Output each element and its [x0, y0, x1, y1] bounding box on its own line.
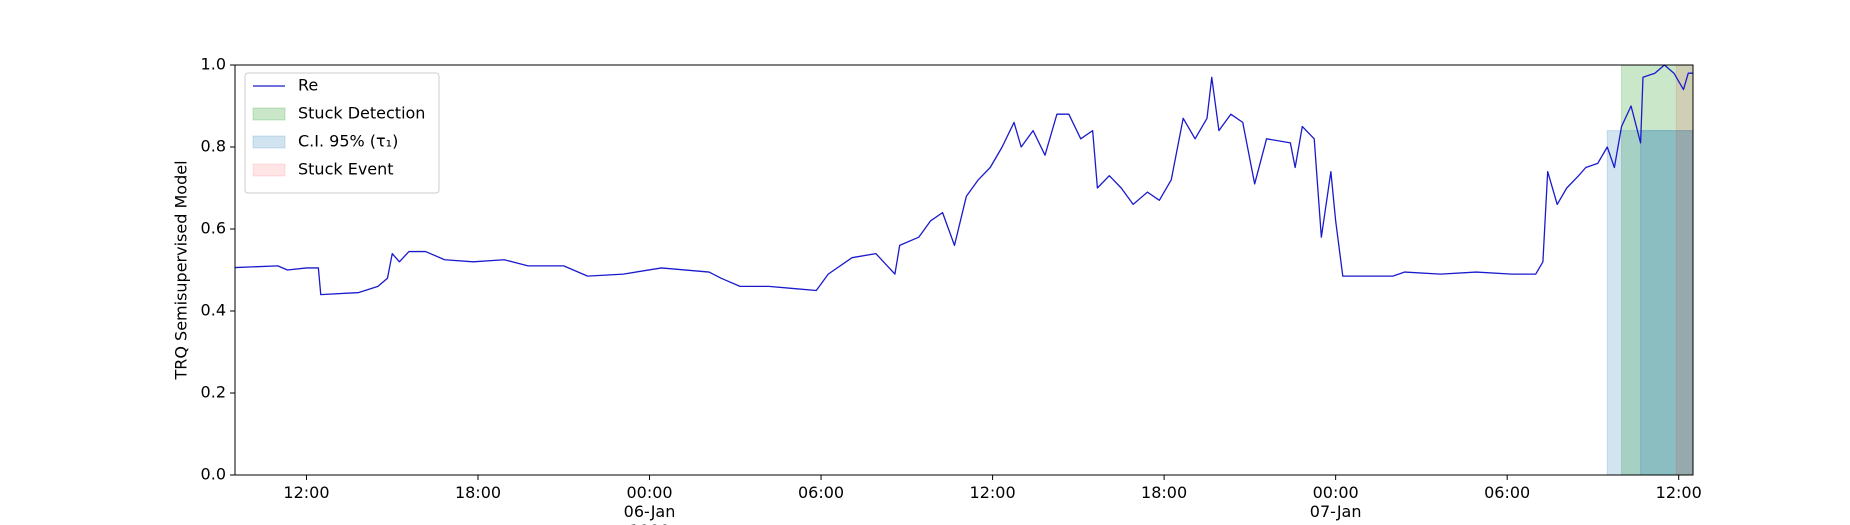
legend-frame: [244, 72, 440, 194]
y-tick-label: 0.4: [201, 301, 226, 320]
y-tick-label: 0.6: [201, 219, 226, 238]
y-axis-label: TRQ Semisupervised Model: [172, 160, 191, 380]
span-region: [1640, 130, 1694, 476]
y-tick-label: 0.2: [201, 383, 226, 402]
x-tick-label: 00:00 06-Jan 1900: [623, 483, 676, 525]
x-tick-label: 12:00: [283, 483, 330, 502]
x-tick-label: 06:00: [797, 483, 845, 502]
legend: Re Stuck Detection C.I. 95% (τ₁) Stuck Even…: [244, 72, 440, 194]
legend-label: Re: [298, 76, 318, 95]
y-tick-label: 1.0: [201, 55, 226, 74]
x-tick-label: 00:00 07-Jan: [1309, 483, 1362, 521]
x-tick-label: 12:00: [969, 483, 1016, 502]
y-tick-label: 0.0: [201, 465, 226, 484]
legend-label: Stuck Detection: [298, 104, 425, 123]
legend-patch: [252, 163, 286, 177]
legend-patch: [252, 135, 286, 149]
x-tick-label: 18:00: [454, 483, 502, 502]
legend-patch: [252, 107, 286, 121]
y-tick-label: 0.8: [201, 137, 226, 156]
axes-frame: [234, 64, 1694, 476]
data-line: [234, 64, 1693, 296]
span-region: [1621, 64, 1694, 476]
x-tick-label: 18:00: [1141, 483, 1188, 502]
legend-label: Stuck Event: [298, 160, 394, 179]
span-region: [1606, 130, 1694, 476]
x-tick-label: 12:00: [1655, 483, 1702, 502]
span-region: [1675, 64, 1694, 476]
x-tick-label: 06:00: [1484, 483, 1531, 502]
legend-label: C.I. 95% (τ₁): [298, 132, 398, 151]
